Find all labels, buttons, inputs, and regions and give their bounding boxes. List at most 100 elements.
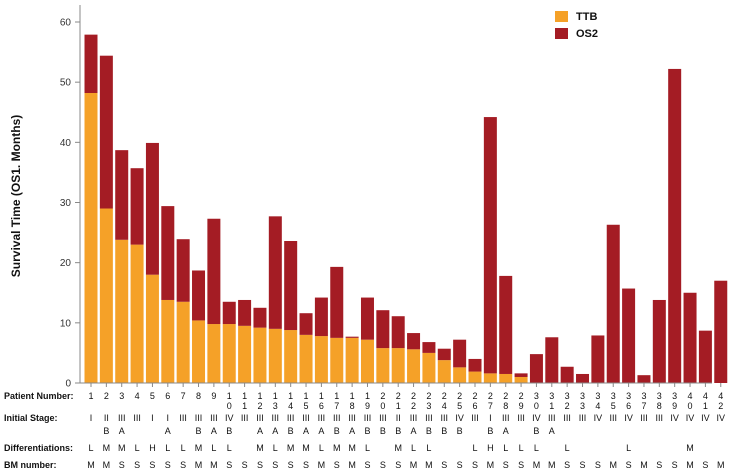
bar-os2-22 xyxy=(407,333,421,350)
row-cell: M xyxy=(103,443,111,453)
row-cell: L xyxy=(319,443,324,453)
bar-ttb-28 xyxy=(499,373,513,383)
x-tick-char: 7 xyxy=(334,401,339,411)
legend-swatch-ttb xyxy=(555,11,568,22)
bar-os2-17 xyxy=(330,266,344,338)
x-tick-char: 4 xyxy=(135,391,140,401)
row-cell: S xyxy=(656,460,662,470)
row-cell: S xyxy=(503,460,509,470)
x-tick-char: 1 xyxy=(703,401,708,411)
row-cell: S xyxy=(226,460,232,470)
row-subcell: A xyxy=(349,426,355,436)
y-tick-label: 30 xyxy=(60,198,72,209)
row-cell: M xyxy=(487,460,495,470)
row-cell: S xyxy=(364,460,370,470)
row-cell: III xyxy=(410,413,418,423)
bar-os2-10 xyxy=(222,301,236,325)
bar-ttb-16 xyxy=(314,336,328,383)
bar-ttb-2 xyxy=(99,208,113,383)
x-tick-char: 0 xyxy=(534,401,539,411)
row-cell: I xyxy=(151,413,154,423)
bar-os2-3 xyxy=(115,150,129,240)
row-cell: IV xyxy=(455,413,464,423)
row-cell: M xyxy=(87,460,95,470)
row-label: Initial Stage: xyxy=(4,413,58,423)
row-subcell: B xyxy=(457,426,463,436)
row-cell: M xyxy=(609,460,617,470)
row-cell: L xyxy=(565,443,570,453)
row-cell: H xyxy=(487,443,494,453)
row-cell: III xyxy=(517,413,525,423)
bar-ttb-17 xyxy=(330,337,344,383)
x-tick-char: 5 xyxy=(611,401,616,411)
x-tick-char: 6 xyxy=(165,391,170,401)
row-cell: L xyxy=(165,443,170,453)
bar-os2-36 xyxy=(622,288,636,383)
x-tick-char: 1 xyxy=(242,401,247,411)
bar-ttb-21 xyxy=(391,348,405,383)
x-tick-char: 1 xyxy=(242,391,247,401)
x-tick-char: 3 xyxy=(534,391,539,401)
bar-os2-13 xyxy=(268,216,282,329)
row-cell: L xyxy=(426,443,431,453)
legend-swatch-os2 xyxy=(555,28,568,39)
x-tick-char: 9 xyxy=(672,401,677,411)
x-tick-char: 1 xyxy=(319,391,324,401)
row-cell: M xyxy=(348,460,356,470)
row-cell: S xyxy=(702,460,708,470)
row-cell: III xyxy=(272,413,280,423)
row-cell: S xyxy=(134,460,140,470)
bar-ttb-25 xyxy=(453,367,467,383)
bar-ttb-10 xyxy=(222,324,236,383)
row-subcell: B xyxy=(441,426,447,436)
bar-os2-40 xyxy=(683,292,697,383)
row-cell: L xyxy=(227,443,232,453)
x-tick-char: 2 xyxy=(104,391,109,401)
x-tick-char: 2 xyxy=(257,401,262,411)
x-tick-char: 1 xyxy=(549,401,554,411)
bar-os2-9 xyxy=(207,218,221,325)
row-cell: H xyxy=(149,443,156,453)
x-tick-char: 9 xyxy=(211,391,216,401)
row-cell: S xyxy=(441,460,447,470)
x-tick-label: 7 xyxy=(181,391,186,401)
table-rows: Patient Number:Initial Stage: I II III III I I… xyxy=(4,391,725,470)
row-cell: M xyxy=(318,460,326,470)
x-tick-char: 2 xyxy=(426,391,431,401)
bar-ttb-23 xyxy=(422,352,436,383)
x-tick-char: 4 xyxy=(288,401,293,411)
bar-os2-39 xyxy=(668,68,682,384)
x-tick-label: 9 xyxy=(211,391,216,401)
row-cell: III xyxy=(441,413,449,423)
row-cell: L xyxy=(626,443,631,453)
bar-ttb-8 xyxy=(192,320,206,383)
row-subcell: B xyxy=(380,426,386,436)
row-cell: III xyxy=(425,413,433,423)
bar-ttb-5 xyxy=(145,274,159,383)
y-tick-label: 0 xyxy=(65,379,71,390)
bar-os2-16 xyxy=(314,297,328,337)
row-cell: M xyxy=(287,443,295,453)
row-cell: M xyxy=(256,443,264,453)
x-tick-char: 7 xyxy=(641,401,646,411)
row-cell: M xyxy=(195,460,203,470)
bar-os2-33 xyxy=(576,373,590,383)
bar-os2-7 xyxy=(176,239,190,302)
x-tick-char: 4 xyxy=(703,391,708,401)
row-cell: M xyxy=(302,443,310,453)
x-tick-char: 1 xyxy=(365,391,370,401)
x-tick-char: 4 xyxy=(718,391,723,401)
row-cell: III xyxy=(579,413,587,423)
